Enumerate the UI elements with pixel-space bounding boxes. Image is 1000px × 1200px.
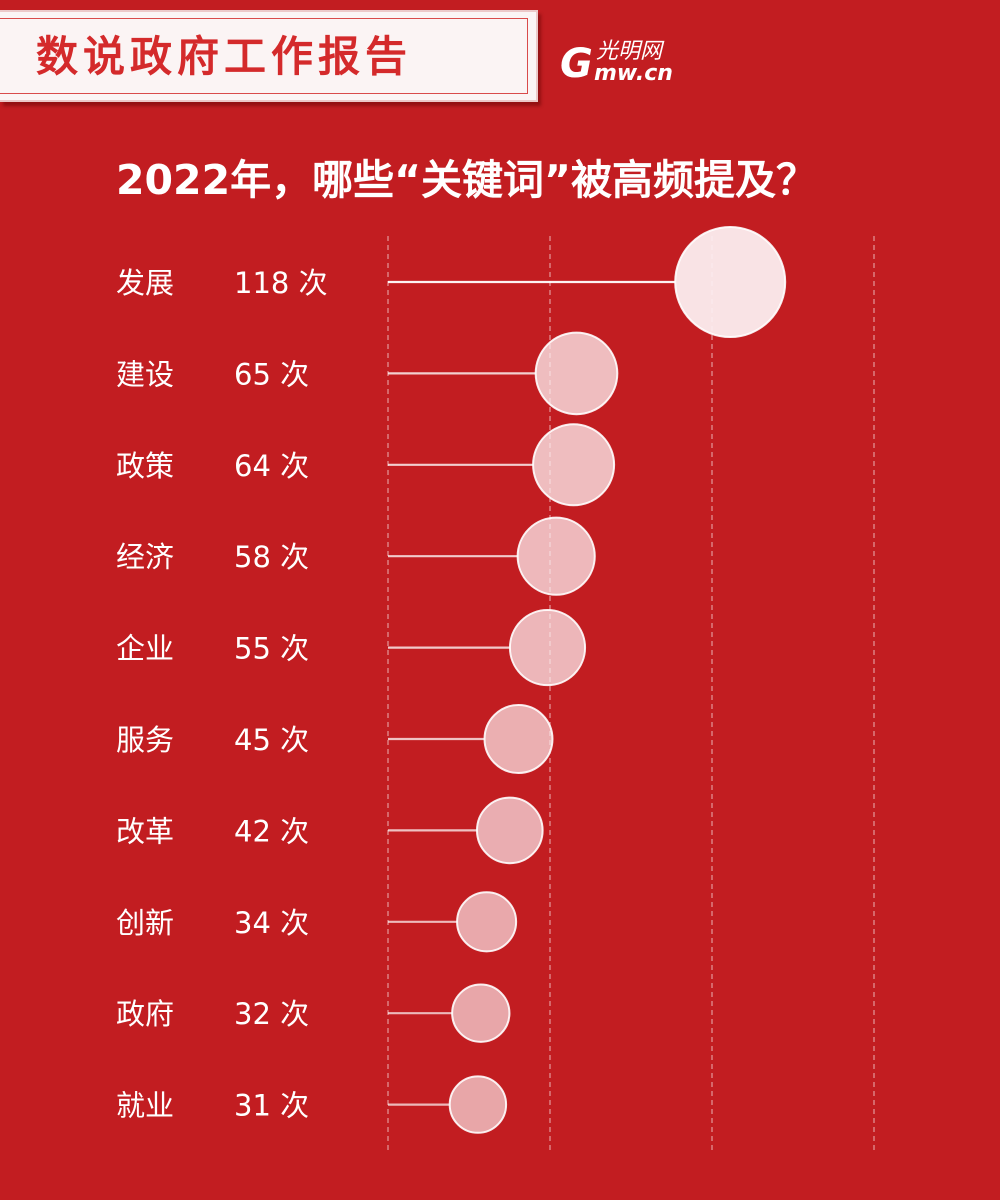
category-label: 政策: [116, 449, 174, 483]
value-label: 31 次: [234, 1089, 309, 1123]
value-label: 118 次: [234, 266, 328, 300]
value-label: 64 次: [234, 449, 309, 483]
data-bubble: [451, 983, 511, 1043]
value-label: 42 次: [234, 814, 309, 848]
data-bubble: [456, 891, 518, 953]
category-label: 企业: [116, 632, 174, 666]
gmw-logo: G 光明网 mw.cn: [560, 40, 700, 90]
data-bubble: [508, 609, 587, 687]
data-bubble: [532, 423, 616, 507]
logo-url: mw.cn: [594, 61, 673, 86]
value-label: 34 次: [234, 906, 309, 940]
value-label: 55 次: [234, 632, 309, 666]
logo-name: 光明网: [596, 39, 663, 64]
category-label: 改革: [116, 814, 174, 848]
data-bubble: [674, 226, 787, 338]
category-label: 服务: [116, 723, 174, 757]
data-bubble: [534, 331, 619, 416]
category-label: 政府: [116, 997, 174, 1031]
category-label: 经济: [116, 540, 174, 574]
data-bubble: [516, 516, 596, 596]
value-label: 58 次: [234, 540, 309, 574]
data-bubble: [448, 1075, 508, 1134]
title-banner: 数说政府工作报告: [0, 10, 538, 102]
data-bubble: [483, 704, 554, 774]
category-label: 发展: [116, 266, 174, 300]
value-label: 32 次: [234, 997, 309, 1031]
value-label: 65 次: [234, 357, 309, 391]
chart-headline: 2022年，哪些“关键词”被高频提及？: [116, 156, 818, 204]
value-label: 45 次: [234, 723, 309, 757]
logo-mark: G: [560, 41, 593, 87]
category-label: 就业: [116, 1089, 174, 1123]
category-label: 建设: [116, 357, 174, 391]
data-bubble: [475, 796, 544, 865]
category-label: 创新: [116, 906, 174, 940]
